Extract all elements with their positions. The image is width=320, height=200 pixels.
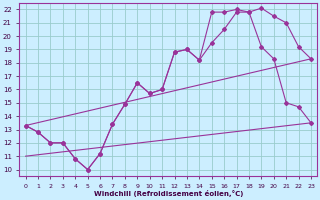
X-axis label: Windchill (Refroidissement éolien,°C): Windchill (Refroidissement éolien,°C) [94,190,243,197]
